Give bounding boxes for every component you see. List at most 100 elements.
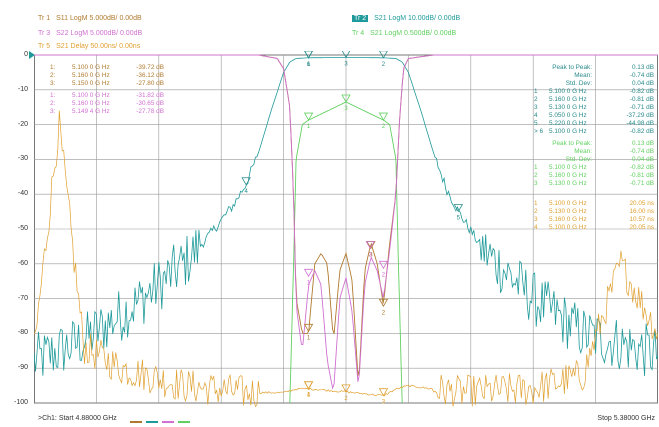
readout-tr5-value: 20.05 ns bbox=[629, 224, 654, 231]
marker-tr2-6[interactable]: 6 bbox=[304, 51, 313, 68]
marker-label: 4 bbox=[244, 189, 248, 195]
y-tick-label: -50 bbox=[17, 225, 28, 232]
marker-tr1-2[interactable]: 2 bbox=[378, 298, 389, 316]
readout-tr4-stat-label: Std. Dev: bbox=[566, 156, 593, 163]
trace-4-swatch bbox=[178, 421, 190, 423]
trace-2-label[interactable]: Tr 2 S21 LogM 10.00dB/ 0.00dB bbox=[352, 15, 460, 23]
marker-triangle bbox=[378, 388, 389, 397]
y-tick-label: -10 bbox=[17, 85, 28, 93]
marker-label: 2 bbox=[382, 124, 386, 130]
marker-triangle bbox=[304, 51, 313, 59]
readout-tr1-value: -39.72 dB bbox=[136, 64, 164, 71]
y-tick-label: -20 bbox=[17, 120, 28, 128]
marker-triangle bbox=[378, 260, 389, 270]
readout-tr2-stat-label: Mean: bbox=[574, 72, 592, 79]
readout-tr1-freq: 5.100 0 G Hz bbox=[72, 64, 110, 71]
readout-tr5-freq: 5.100 0 G Hz bbox=[549, 200, 587, 207]
trace-1-label[interactable]: Tr 1 S11 LogM 5.000dB/ 0.00dB bbox=[38, 15, 142, 23]
y-tick-label: 0 bbox=[24, 51, 28, 58]
readout-tr2-freq: 5.100 0 G Hz bbox=[549, 128, 587, 135]
trace-3-line bbox=[34, 54, 658, 390]
marker-triangle bbox=[341, 51, 351, 59]
readout-tr3-value: -31.82 dB bbox=[136, 92, 164, 99]
readout-tr3-value: -30.65 dB bbox=[136, 100, 164, 107]
trace-4-label[interactable]: Tr 4 S21 LogM 0.500dB/ 0.00dB bbox=[352, 30, 456, 38]
marker-tr3-1[interactable]: 1 bbox=[303, 268, 314, 286]
y-tick-label: -90 bbox=[17, 364, 28, 372]
trace-1-id: Tr 1 bbox=[38, 15, 51, 22]
readout-tr2-value: -37.29 dB bbox=[626, 112, 654, 119]
marker-tr2-2[interactable]: 2 bbox=[379, 51, 388, 68]
readout-tr2-num: 1 bbox=[534, 88, 538, 95]
stop-frequency[interactable]: Stop 5.38000 GHz bbox=[597, 415, 655, 422]
readout-tr2-stat-value: -0.74 dB bbox=[630, 72, 654, 79]
marker-label: 1 bbox=[307, 335, 311, 341]
readout-tr2-num: 5 bbox=[534, 120, 538, 127]
marker-tr4-1[interactable]: 1 bbox=[303, 112, 314, 130]
readout-tr1-num: 3: bbox=[50, 80, 56, 87]
readout-tr3-freq: 5.100 0 G Hz bbox=[72, 92, 110, 99]
readout-tr4-value: -0.81 dB bbox=[630, 172, 654, 179]
marker-triangle bbox=[303, 381, 314, 390]
readout-tr2-freq: 5.220 0 G Hz bbox=[549, 120, 587, 127]
trace-4-format: S21 LogM 0.500dB/ 0.00dB bbox=[370, 30, 457, 37]
marker-label: 5 bbox=[457, 216, 461, 222]
readout-tr4-freq: 5.130 0 G Hz bbox=[549, 180, 587, 187]
readout-tr2-value: -0.81 dB bbox=[630, 96, 654, 103]
trace-1-swatch bbox=[130, 421, 142, 423]
readout-tr2-freq: 5.050 0 G Hz bbox=[549, 112, 587, 119]
readout-tr1-num: 2: bbox=[50, 72, 56, 79]
readout-tr2-value: -0.82 dB bbox=[630, 88, 654, 95]
readout-tr3-freq: 5.149 4 G Hz bbox=[72, 108, 110, 115]
marker-tr2-5[interactable]: 5 bbox=[453, 204, 464, 222]
y-tick-label: -30 bbox=[17, 155, 28, 163]
readout-tr3-value: -27.78 dB bbox=[136, 108, 164, 115]
readout-tr2-stat-value: 0.04 dB bbox=[632, 80, 654, 87]
marker-tr4-3[interactable]: 3 bbox=[341, 94, 351, 112]
marker-label: 1 bbox=[307, 62, 311, 68]
marker-label: 3 bbox=[369, 252, 373, 258]
readout-tr5-freq: 5.130 0 G Hz bbox=[549, 208, 587, 215]
marker-triangle bbox=[378, 298, 389, 308]
marker-triangle bbox=[304, 51, 313, 59]
readout-tr2-freq: 5.100 0 G Hz bbox=[549, 88, 587, 95]
marker-tr1-1[interactable]: 1 bbox=[303, 323, 314, 341]
marker-tr5-3[interactable]: 3 bbox=[378, 388, 389, 406]
marker-triangle bbox=[303, 268, 314, 278]
marker-label: 3 bbox=[344, 61, 348, 67]
readout-tr4-num: 2 bbox=[534, 172, 538, 179]
readout-tr5-num: 3 bbox=[534, 216, 538, 223]
readout-tr2-num: > 6 bbox=[534, 128, 544, 135]
readout-tr4-num: 3 bbox=[534, 180, 538, 187]
marker-triangle bbox=[378, 112, 389, 121]
readout-tr2-value: -44.98 dB bbox=[626, 120, 654, 127]
readout-tr2-value: -0.82 dB bbox=[630, 128, 654, 135]
marker-label: 4 bbox=[307, 393, 311, 399]
marker-tr5-2[interactable]: 2 bbox=[341, 384, 351, 402]
trace-5-label[interactable]: Tr 5 S21 Delay 50.00ns/ 0.00ns bbox=[38, 43, 140, 51]
readout-tr1-num: 1: bbox=[50, 64, 56, 71]
trace-1-format: S11 LogM 5.000dB/ 0.00dB bbox=[56, 15, 142, 22]
marker-tr3-3[interactable]: 3 bbox=[365, 241, 375, 258]
start-frequency[interactable]: >Ch1: Start 4.88000 GHz bbox=[38, 415, 117, 422]
marker-triangle bbox=[453, 204, 464, 213]
readout-tr2-freq: 5.160 0 G Hz bbox=[549, 96, 587, 103]
readout-tr3-num: 3: bbox=[50, 108, 56, 115]
trace-2-swatch bbox=[146, 421, 158, 423]
marker-tr4-2[interactable]: 2 bbox=[378, 112, 389, 130]
readout-tr5-num: 4 bbox=[534, 224, 538, 231]
marker-label: 1 bbox=[307, 393, 311, 399]
readout-tr4-freq: 5.160 0 G Hz bbox=[549, 172, 587, 179]
marker-tr2-4[interactable]: 4 bbox=[241, 177, 251, 195]
readout-tr2-stat-value: 0.13 dB bbox=[632, 64, 654, 71]
readout-tr4-value: -0.82 dB bbox=[630, 164, 654, 171]
marker-tr3-2[interactable]: 2 bbox=[378, 260, 389, 278]
marker-triangle bbox=[341, 384, 351, 393]
trace-3-label[interactable]: Tr 3 S22 LogM 5.000dB/ 0.00dB bbox=[38, 30, 142, 38]
readout-tr5-num: 1 bbox=[534, 200, 538, 207]
marker-tr2-3[interactable]: 3 bbox=[341, 51, 351, 67]
reference-level-arrow[interactable] bbox=[29, 51, 35, 59]
marker-tr5-4[interactable]: 4 bbox=[303, 381, 314, 399]
readout-tr1-value: -36.12 dB bbox=[136, 72, 164, 79]
